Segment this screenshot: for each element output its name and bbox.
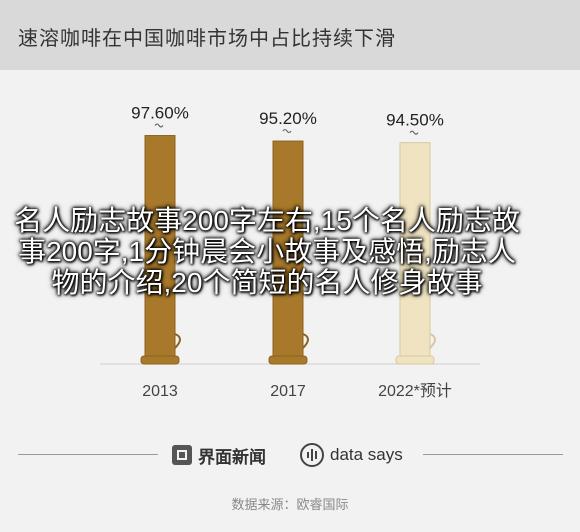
bar-base [395, 355, 435, 365]
category-label: 2013 [142, 383, 178, 400]
overlay-headline: 名人励志故事200字左右,15个名人励志故事200字,1分钟晨会小故事及感悟,励… [14, 205, 520, 298]
brand-right-label: data says [330, 445, 403, 464]
jiemian-icon [172, 445, 192, 465]
steam-mark [409, 130, 419, 135]
category-label: 2017 [270, 383, 306, 400]
bar-handle [302, 333, 309, 349]
footer-divider-left [18, 454, 158, 455]
chart-title: 速溶咖啡在中国咖啡市场中占比持续下滑 [18, 28, 396, 50]
category-label: 2022*预计 [378, 382, 452, 400]
bar-base [268, 355, 308, 365]
bar-chart: 97.60% 2013 95.20% 2017 94.50% 2022*预计 [100, 104, 480, 400]
brand-left-label: 界面新闻 [198, 447, 266, 467]
bar-2013 [144, 135, 176, 361]
value-label: 97.60% [131, 104, 189, 123]
data-says-icon [300, 443, 324, 467]
header-bar: 速溶咖啡在中国咖啡市场中占比持续下滑 [0, 0, 580, 70]
jiemian-logo: 界面新闻 [172, 438, 266, 472]
steam-mark [282, 128, 292, 134]
steam-mark [154, 123, 164, 128]
data-says-logo: data says [300, 438, 403, 472]
data-source: 数据来源：欧睿国际 [231, 497, 349, 512]
footer-divider-right [423, 454, 563, 455]
value-label: 95.20% [259, 109, 317, 128]
bar-base [140, 355, 180, 365]
bar-handle [429, 333, 436, 349]
bar-handle [174, 333, 181, 349]
footer: 界面新闻 data says [0, 438, 580, 472]
value-label: 94.50% [386, 111, 444, 130]
bar-2017 [272, 140, 304, 361]
